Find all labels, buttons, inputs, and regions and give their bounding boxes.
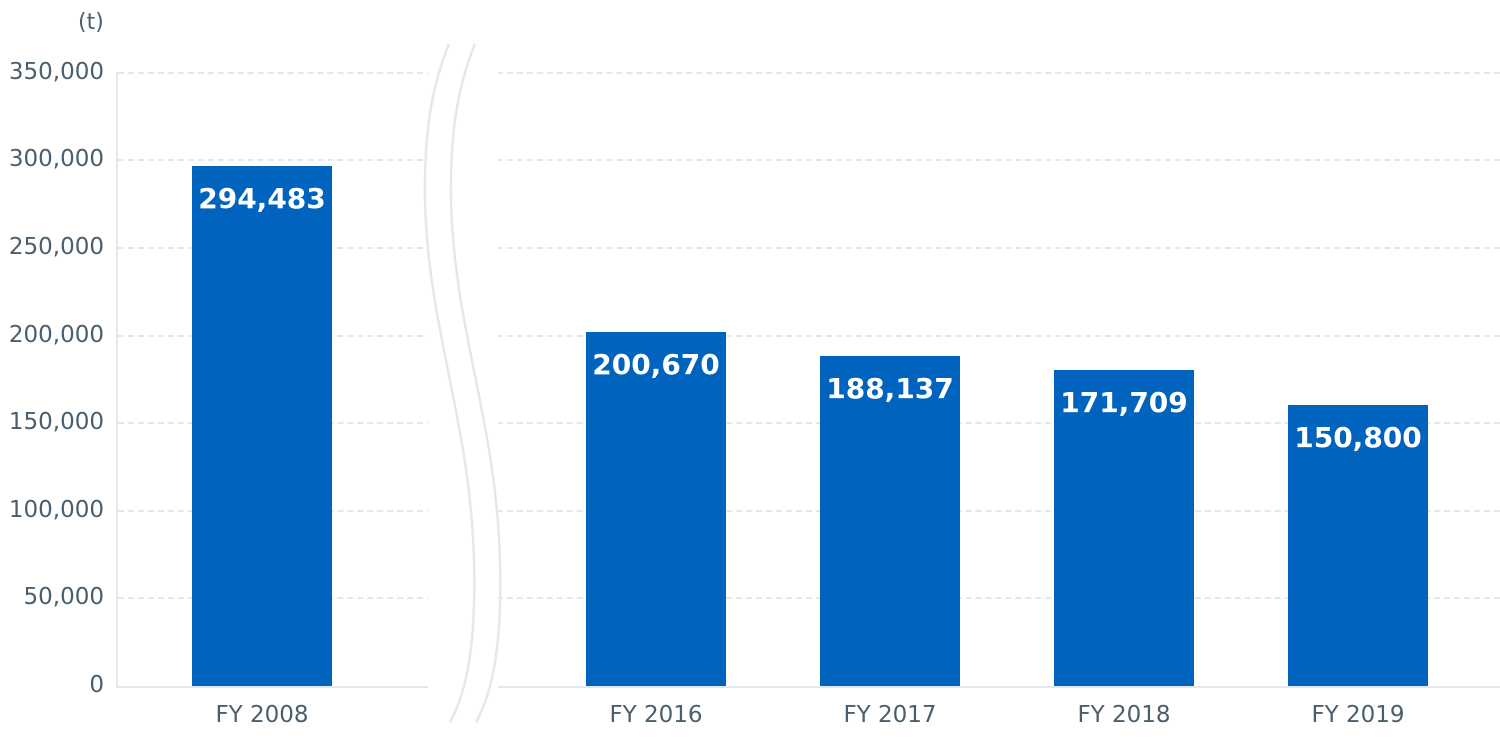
x-tick-label: FY 2016 [609,702,703,728]
y-tick: 150,000 [8,409,104,435]
y-tick: 300,000 [8,146,104,172]
bar-value-label: 150,800 [1294,421,1422,454]
x-tick-label: FY 2008 [215,702,309,728]
bar-fy2018: 171,709 [1054,370,1194,686]
gridline [118,510,1500,512]
bar-value-label: 171,709 [1060,386,1188,419]
gridline [118,159,1500,161]
bar-fy2008: 294,483 [192,166,332,686]
y-axis-line [116,72,118,688]
y-tick: 100,000 [8,497,104,523]
bar-value-label: 200,670 [592,348,720,381]
y-axis-unit: (t) [78,10,104,35]
y-tick: 250,000 [8,234,104,260]
gridline [118,247,1500,249]
bar-fy2016: 200,670 [586,332,726,686]
gridline [118,597,1500,599]
bar-fy2019: 150,800 [1288,405,1428,686]
gridline [118,422,1500,424]
y-tick: 50,000 [23,584,104,610]
bar-value-label: 188,137 [826,372,954,405]
y-tick: 200,000 [8,322,104,348]
bar-value-label: 294,483 [198,182,326,215]
y-tick: 0 [89,672,104,698]
gridline [118,335,1500,337]
bar-fy2017: 188,137 [820,356,960,686]
x-tick-label: FY 2017 [843,702,937,728]
x-tick-label: FY 2019 [1311,702,1405,728]
x-axis-line [116,686,1500,688]
gridline [118,72,1500,74]
x-tick-label: FY 2018 [1077,702,1171,728]
y-tick: 350,000 [8,59,104,85]
